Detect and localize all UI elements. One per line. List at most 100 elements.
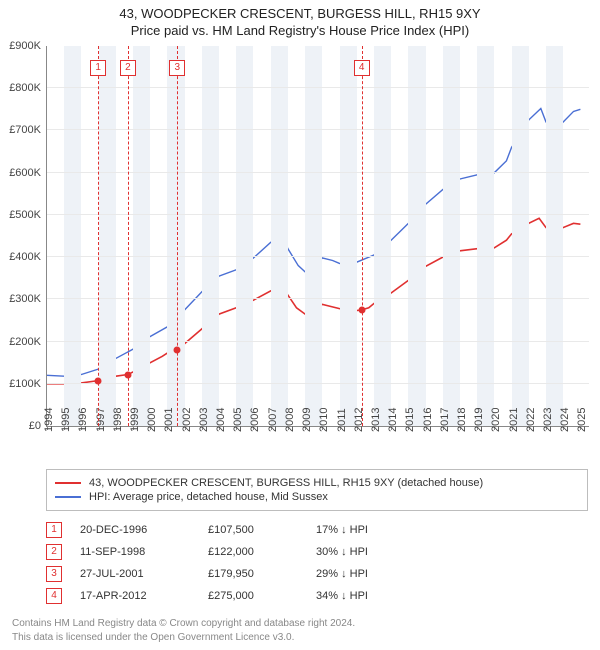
legend-label: HPI: Average price, detached house, Mid … bbox=[89, 491, 328, 503]
x-tick-label: 2024 bbox=[559, 408, 571, 432]
legend-item: HPI: Average price, detached house, Mid … bbox=[55, 490, 579, 504]
chart-footnote: Contains HM Land Registry data © Crown c… bbox=[12, 617, 588, 644]
x-tick-label: 2005 bbox=[232, 408, 244, 432]
x-tick-label: 2015 bbox=[404, 408, 416, 432]
x-tick-label: 2025 bbox=[576, 408, 588, 432]
chart-container: 43, WOODPECKER CRESCENT, BURGESS HILL, R… bbox=[0, 0, 600, 644]
sale-point-dot bbox=[95, 377, 102, 384]
sales-row-diff: 30% ↓ HPI bbox=[316, 546, 368, 558]
event-line bbox=[98, 46, 99, 426]
x-tick-label: 2000 bbox=[146, 408, 158, 432]
legend-swatch bbox=[55, 496, 81, 498]
year-band bbox=[271, 46, 288, 426]
x-tick-label: 2019 bbox=[473, 408, 485, 432]
x-tick-label: 2023 bbox=[542, 408, 554, 432]
sales-table: 1 20-DEC-1996 £107,500 17% ↓ HPI 2 11-SEP-199… bbox=[46, 519, 588, 607]
y-tick-label: £100K bbox=[9, 378, 41, 390]
event-marker: 3 bbox=[169, 60, 185, 76]
sales-row-date: 11-SEP-1998 bbox=[80, 546, 190, 558]
chart-legend: 43, WOODPECKER CRESCENT, BURGESS HILL, R… bbox=[46, 469, 588, 511]
x-tick-label: 2001 bbox=[163, 408, 175, 432]
year-band bbox=[305, 46, 322, 426]
year-band bbox=[340, 46, 357, 426]
legend-swatch bbox=[55, 482, 81, 484]
year-band bbox=[64, 46, 81, 426]
sales-row-date: 20-DEC-1996 bbox=[80, 524, 190, 536]
year-band bbox=[546, 46, 563, 426]
year-band bbox=[167, 46, 184, 426]
sales-row-date: 17-APR-2012 bbox=[80, 590, 190, 602]
y-tick-label: £0 bbox=[29, 420, 41, 432]
x-tick-label: 1995 bbox=[60, 408, 72, 432]
legend-label: 43, WOODPECKER CRESCENT, BURGESS HILL, R… bbox=[89, 477, 483, 489]
footnote-line: Contains HM Land Registry data © Crown c… bbox=[12, 617, 588, 631]
event-marker: 4 bbox=[354, 60, 370, 76]
event-line bbox=[177, 46, 178, 426]
sales-row: 1 20-DEC-1996 £107,500 17% ↓ HPI bbox=[46, 519, 588, 541]
year-band bbox=[477, 46, 494, 426]
y-tick-label: £200K bbox=[9, 336, 41, 348]
y-tick-label: £300K bbox=[9, 293, 41, 305]
x-tick-label: 2009 bbox=[301, 408, 313, 432]
sales-row-price: £275,000 bbox=[208, 590, 298, 602]
year-band bbox=[443, 46, 460, 426]
x-tick-label: 2014 bbox=[387, 408, 399, 432]
x-tick-label: 2010 bbox=[318, 408, 330, 432]
chart-titles: 43, WOODPECKER CRESCENT, BURGESS HILL, R… bbox=[0, 0, 600, 40]
sales-row-date: 27-JUL-2001 bbox=[80, 568, 190, 580]
footnote-line: This data is licensed under the Open Gov… bbox=[12, 631, 588, 645]
x-tick-label: 2006 bbox=[249, 408, 261, 432]
y-tick-label: £600K bbox=[9, 167, 41, 179]
y-tick-label: £700K bbox=[9, 124, 41, 136]
y-tick-label: £500K bbox=[9, 209, 41, 221]
y-tick-label: £400K bbox=[9, 251, 41, 263]
event-marker: 2 bbox=[120, 60, 136, 76]
year-band bbox=[202, 46, 219, 426]
x-tick-label: 2002 bbox=[181, 408, 193, 432]
x-tick-label: 2016 bbox=[422, 408, 434, 432]
sales-row-diff: 29% ↓ HPI bbox=[316, 568, 368, 580]
year-band bbox=[236, 46, 253, 426]
event-marker: 1 bbox=[90, 60, 106, 76]
chart-title: 43, WOODPECKER CRESCENT, BURGESS HILL, R… bbox=[8, 6, 592, 21]
x-tick-label: 1996 bbox=[77, 408, 89, 432]
x-tick-label: 2007 bbox=[267, 408, 279, 432]
year-band bbox=[133, 46, 150, 426]
x-tick-label: 1999 bbox=[129, 408, 141, 432]
year-band bbox=[408, 46, 425, 426]
x-tick-label: 2022 bbox=[525, 408, 537, 432]
x-tick-label: 2017 bbox=[439, 408, 451, 432]
x-tick-label: 2020 bbox=[490, 408, 502, 432]
chart-subtitle: Price paid vs. HM Land Registry's House … bbox=[8, 23, 592, 38]
sales-row-index: 2 bbox=[46, 544, 62, 560]
sales-row-price: £122,000 bbox=[208, 546, 298, 558]
sales-row: 417-APR-2012£275,00034% ↓ HPI bbox=[46, 585, 588, 607]
x-tick-label: 2021 bbox=[508, 408, 520, 432]
sale-point-dot bbox=[124, 371, 131, 378]
y-tick-label: £800K bbox=[9, 82, 41, 94]
sales-row-index: 3 bbox=[46, 566, 62, 582]
legend-item: 43, WOODPECKER CRESCENT, BURGESS HILL, R… bbox=[55, 476, 579, 490]
x-tick-label: 2003 bbox=[198, 408, 210, 432]
plot-area: £0£100K£200K£300K£400K£500K£600K£700K£80… bbox=[46, 46, 589, 427]
year-band bbox=[512, 46, 529, 426]
x-tick-label: 1994 bbox=[43, 408, 55, 432]
sales-row-index: 1 bbox=[46, 522, 62, 538]
year-band bbox=[374, 46, 391, 426]
event-line bbox=[362, 46, 363, 426]
x-tick-label: 2013 bbox=[370, 408, 382, 432]
event-line bbox=[128, 46, 129, 426]
sales-row-price: £179,950 bbox=[208, 568, 298, 580]
x-tick-label: 2008 bbox=[284, 408, 296, 432]
sales-row-diff: 17% ↓ HPI bbox=[316, 524, 368, 536]
x-tick-label: 2004 bbox=[215, 408, 227, 432]
sales-row-diff: 34% ↓ HPI bbox=[316, 590, 368, 602]
x-tick-label: 1998 bbox=[112, 408, 124, 432]
x-tick-label: 2012 bbox=[353, 408, 365, 432]
x-tick-label: 2011 bbox=[336, 408, 348, 432]
y-tick-label: £900K bbox=[9, 40, 41, 52]
x-tick-label: 1997 bbox=[95, 408, 107, 432]
sale-point-dot bbox=[358, 306, 365, 313]
sales-row-price: £107,500 bbox=[208, 524, 298, 536]
sale-point-dot bbox=[174, 347, 181, 354]
